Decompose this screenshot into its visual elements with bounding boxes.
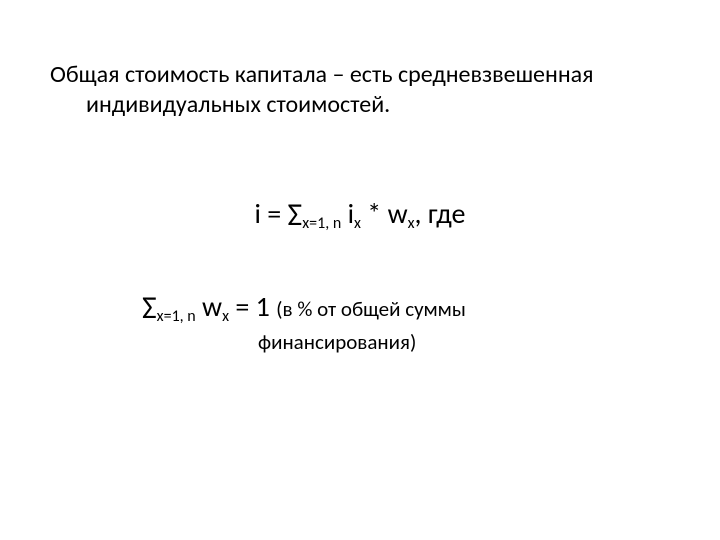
sigma-subscript-2: x=1, n [157, 307, 196, 326]
formula-constraint-line2: финансирования) [258, 329, 720, 355]
w-var: w [388, 196, 408, 231]
w-subscript-2: x [222, 307, 229, 326]
sigma-subscript: x=1, n [302, 214, 341, 233]
intro-line-1: Общая стоимость капитала – есть средневз… [50, 60, 670, 90]
sigma-symbol: Σ [288, 195, 303, 234]
formula-suffix: , где [415, 196, 466, 231]
formula-constraint-line1: Σx=1, n wx = 1 (в % от общей суммы [142, 288, 720, 327]
w-subscript: x [408, 214, 415, 233]
formula-prefix: i = [255, 196, 288, 231]
equals-one: = 1 [229, 289, 276, 324]
formula-constraint: Σx=1, n wx = 1 (в % от общей суммы финан… [0, 288, 720, 355]
intro-line-2: индивидуальных стоимостей. [50, 90, 670, 120]
intro-text: Общая стоимость капитала – есть средневз… [50, 60, 670, 120]
slide: Общая стоимость капитала – есть средневз… [0, 0, 720, 540]
note-inline: (в % от общей суммы [276, 296, 466, 322]
i-subscript: x [354, 214, 361, 233]
star-op: * [361, 196, 388, 231]
w-var-2: w [202, 289, 222, 324]
formula-main: i = Σx=1, n ix * wx, где [0, 195, 720, 234]
sigma-symbol-2: Σ [142, 288, 157, 327]
